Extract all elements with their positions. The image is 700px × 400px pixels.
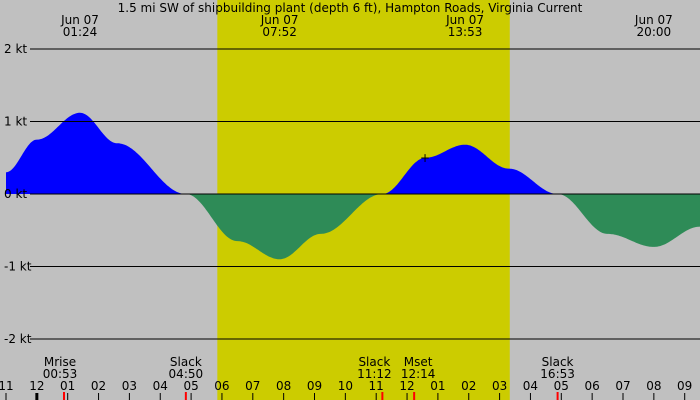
y-tick-label: -2 kt [4, 332, 32, 346]
top-date-label: Jun 07 [60, 13, 99, 27]
top-date-label: Jun 07 [445, 13, 484, 27]
hour-tick-label: 04 [523, 379, 538, 393]
hour-tick-label: 02 [461, 379, 476, 393]
y-tick-label: -1 kt [4, 260, 32, 274]
hour-tick-label: 05 [183, 379, 198, 393]
event-name: Slack [542, 355, 574, 369]
event-name: Mrise [44, 355, 76, 369]
hour-ticks: 11 12 01 02 03 04 05 06 07 08 09 10 11 12 01 02 03 04 05 06… [0, 379, 692, 400]
event-time: 16:53 [540, 367, 575, 381]
current-curve [6, 112, 700, 260]
hour-tick-label: 03 [122, 379, 137, 393]
hour-tick-label: 07 [615, 379, 630, 393]
y-tick-label: 1 kt [4, 115, 27, 129]
ebb-area [6, 194, 700, 260]
event-name: Slack [170, 355, 202, 369]
top-date-label: Jun 07 [634, 13, 673, 27]
hour-tick-label: 09 [677, 379, 692, 393]
hour-tick-label: 04 [153, 379, 168, 393]
top-date-label: Jun 07 [260, 13, 299, 27]
event-time: 00:53 [43, 367, 78, 381]
event-time: 12:14 [401, 367, 436, 381]
hour-tick-label: 12 [29, 379, 44, 393]
hour-tick-label: 06 [585, 379, 600, 393]
grid-lines [30, 48, 700, 340]
event-time: 04:50 [169, 367, 204, 381]
hour-tick-label: 10 [338, 379, 353, 393]
y-tick-label: 0 kt [4, 187, 27, 201]
top-time-label: 01:24 [63, 25, 98, 39]
cursor-crosshair: + [420, 151, 430, 165]
top-time-label: 20:00 [637, 25, 672, 39]
y-tick-label: 2 kt [4, 42, 27, 56]
hour-tick-label: 11 [0, 379, 14, 393]
hour-tick-label: 11 [369, 379, 384, 393]
flood-area [6, 112, 700, 194]
hour-tick-label: 08 [646, 379, 661, 393]
hour-tick-label: 05 [554, 379, 569, 393]
hour-tick-label: 06 [214, 379, 229, 393]
event-labels: Mrise00:53Slack04:50Slack11:12Mset12:14S… [43, 355, 575, 400]
top-time-label: 07:52 [262, 25, 297, 39]
hour-tick-label: 03 [492, 379, 507, 393]
event-name: Mset [404, 355, 433, 369]
hour-tick-label: 09 [307, 379, 322, 393]
chart-title: 1.5 mi SW of shipbuilding plant (depth 6… [118, 1, 583, 15]
hour-tick-label: 01 [60, 379, 75, 393]
y-axis-labels: 2 kt 1 kt 0 kt -1 kt -2 kt [4, 42, 32, 346]
hour-tick-label: 12 [399, 379, 414, 393]
hour-tick-label: 08 [276, 379, 291, 393]
event-name: Slack [358, 355, 390, 369]
hour-tick-label: 01 [430, 379, 445, 393]
top-time-label: 13:53 [448, 25, 483, 39]
hour-tick-label: 02 [91, 379, 106, 393]
event-time: 11:12 [357, 367, 392, 381]
hour-tick-label: 07 [245, 379, 260, 393]
